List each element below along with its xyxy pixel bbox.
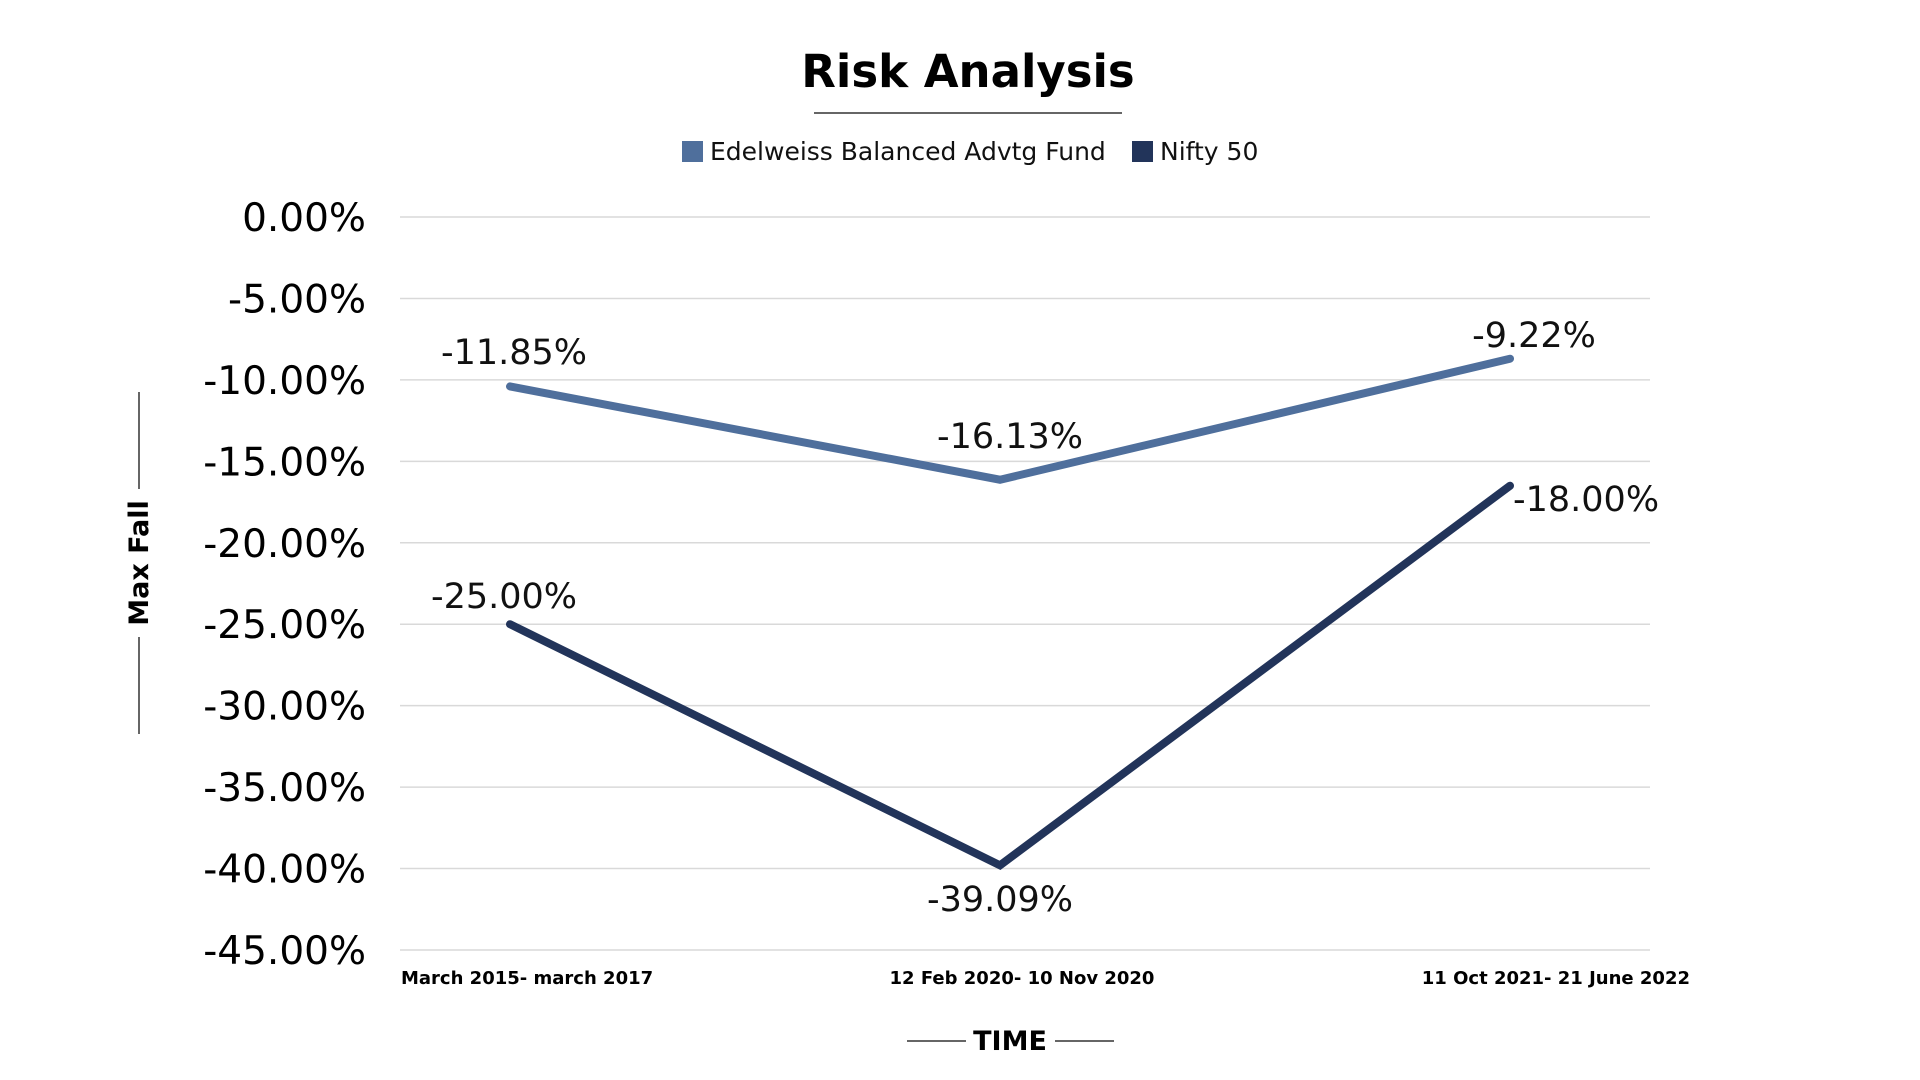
data-label-nifty-2: -39.09% [927, 880, 1073, 920]
legend-label-edelweiss: Edelweiss Balanced Advtg Fund [710, 137, 1106, 166]
chart-title: Risk Analysis [801, 45, 1134, 98]
y-tick-label: -15.00% [203, 440, 366, 485]
gridlines [400, 216, 1650, 951]
x-axis-label: TIME [973, 1026, 1047, 1057]
legend-label-nifty: Nifty 50 [1160, 137, 1258, 166]
data-label-edelweiss-2: -16.13% [937, 417, 1083, 457]
y-tick-label: -20.00% [203, 522, 366, 567]
y-tick-label: -35.00% [203, 766, 366, 811]
y-tick-label: -5.00% [228, 277, 366, 322]
y-tick-label: 0.00% [242, 196, 366, 241]
legend-swatch-nifty [1132, 141, 1153, 162]
y-tick-label: -25.00% [203, 603, 366, 648]
series-line-edelweiss [506, 354, 1514, 484]
y-tick-label: -40.00% [203, 848, 366, 893]
series-lines [506, 354, 1514, 870]
x-tick-label-1: March 2015- march 2017 [401, 968, 653, 989]
y-axis-ticks: 0.00% -5.00% -10.00% -15.00% -20.00% -25.00% -… [203, 196, 366, 974]
x-tick-label-2: 12 Feb 2020- 10 Nov 2020 [890, 968, 1155, 989]
data-labels: -11.85% -16.13% -9.22% -25.00% -39.09% -… [431, 316, 1659, 920]
data-label-edelweiss-1: -11.85% [441, 333, 587, 373]
y-axis-label: Max Fall [124, 500, 155, 626]
legend-swatch-edelweiss [682, 141, 703, 162]
data-label-edelweiss-3: -9.22% [1472, 316, 1596, 356]
y-tick-label: -10.00% [203, 359, 366, 404]
data-label-nifty-1: -25.00% [431, 577, 577, 617]
data-label-nifty-3: -18.00% [1513, 480, 1659, 520]
y-axis-label-group: Max Fall [124, 392, 155, 734]
x-axis-label-group: TIME [907, 1026, 1114, 1057]
legend: Edelweiss Balanced Advtg Fund Nifty 50 [682, 137, 1258, 166]
y-tick-label: -45.00% [203, 929, 366, 974]
x-axis-ticks: March 2015- march 2017 12 Feb 2020- 10 N… [401, 968, 1690, 989]
series-line-nifty-50 [506, 481, 1514, 870]
y-tick-label: -30.00% [203, 685, 366, 730]
x-tick-label-3: 11 Oct 2021- 21 June 2022 [1422, 968, 1690, 989]
